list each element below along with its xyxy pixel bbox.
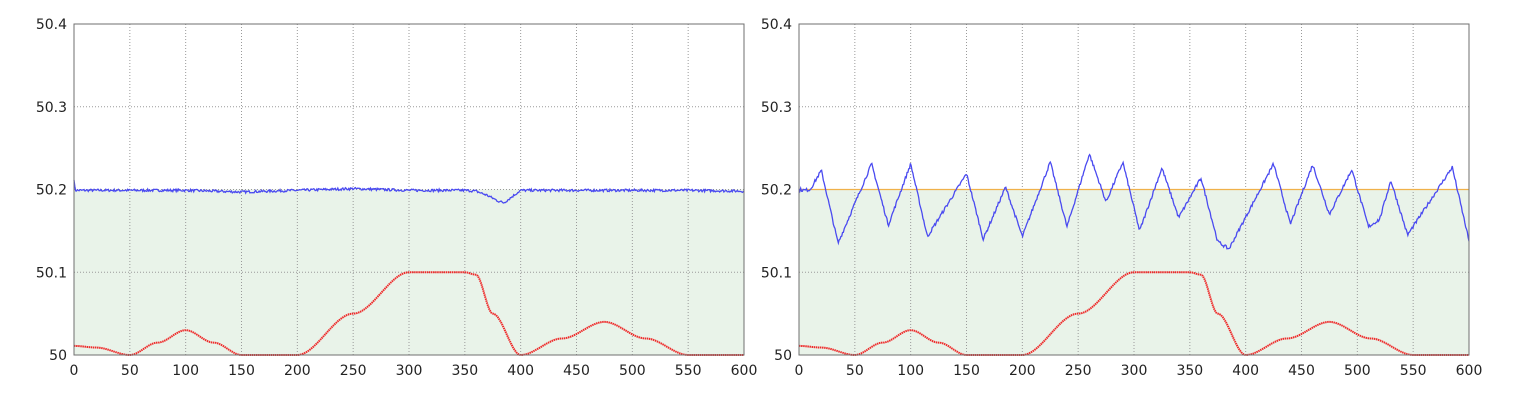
right-ytick-label: 50.1 <box>761 265 792 281</box>
right-xtick-label: 550 <box>1400 363 1427 379</box>
right-chart: 0 50 100 150 200 250 300 350 400 450 500 550 600 50 50… <box>725 0 1489 403</box>
left-xtick-label: 150 <box>228 363 255 379</box>
right-chart-svg: 0 50 100 150 200 250 300 350 400 450 500 550 6005050… <box>761 17 1483 379</box>
left-xtick-label: 450 <box>563 363 590 379</box>
right-xtick-label: 600 <box>1456 363 1483 379</box>
right-xtick-label: 200 <box>1009 363 1036 379</box>
right-ytick-label: 50.2 <box>761 183 792 199</box>
right-xtick-label: 100 <box>897 363 924 379</box>
left-xtick-label: 100 <box>172 363 199 379</box>
left-xtick-label: 600 <box>731 363 758 379</box>
right-xtick-label: 500 <box>1344 363 1371 379</box>
right-ytick-label: 50 <box>774 348 792 364</box>
right-xtick-label: 400 <box>1232 363 1259 379</box>
left-ytick-label: 50.3 <box>36 100 67 116</box>
left-chart: 0 50 100 150 200 250 300 350 400 450 500 550 600 50 50… <box>0 0 764 403</box>
left-xtick-label: 0 <box>70 363 79 379</box>
right-plot-frame <box>798 23 1470 356</box>
left-xtick-label: 50 <box>121 363 139 379</box>
left-plot-frame <box>73 23 745 356</box>
left-xtick-label: 250 <box>340 363 367 379</box>
left-xtick-label: 400 <box>507 363 534 379</box>
right-xtick-label: 0 <box>795 363 804 379</box>
left-xtick-label: 550 <box>675 363 702 379</box>
right-xtick-label: 250 <box>1065 363 1092 379</box>
left-xtick-label: 200 <box>284 363 311 379</box>
left-xtick-label: 500 <box>619 363 646 379</box>
right-ytick-label: 50.3 <box>761 100 792 116</box>
left-xtick-label: 350 <box>451 363 478 379</box>
left-ytick-label: 50.1 <box>36 265 67 281</box>
right-xtick-label: 450 <box>1288 363 1315 379</box>
right-xtick-label: 150 <box>953 363 980 379</box>
right-xtick-label: 300 <box>1121 363 1148 379</box>
right-xtick-label: 350 <box>1176 363 1203 379</box>
left-series-red <box>73 271 744 356</box>
left-chart-svg: 0 50 100 150 200 250 300 350 400 450 500 550 6005050… <box>36 17 758 379</box>
left-series-blue <box>73 179 745 204</box>
left-ytick-label: 50.2 <box>36 183 67 199</box>
right-series-blue <box>798 153 1470 250</box>
right-xtick-label: 50 <box>846 363 864 379</box>
left-xtick-label: 300 <box>396 363 423 379</box>
left-ytick-label: 50 <box>49 348 67 364</box>
right-series-red <box>798 271 1469 356</box>
right-ytick-label: 50.4 <box>761 17 792 33</box>
left-ytick-label: 50.4 <box>36 17 67 33</box>
